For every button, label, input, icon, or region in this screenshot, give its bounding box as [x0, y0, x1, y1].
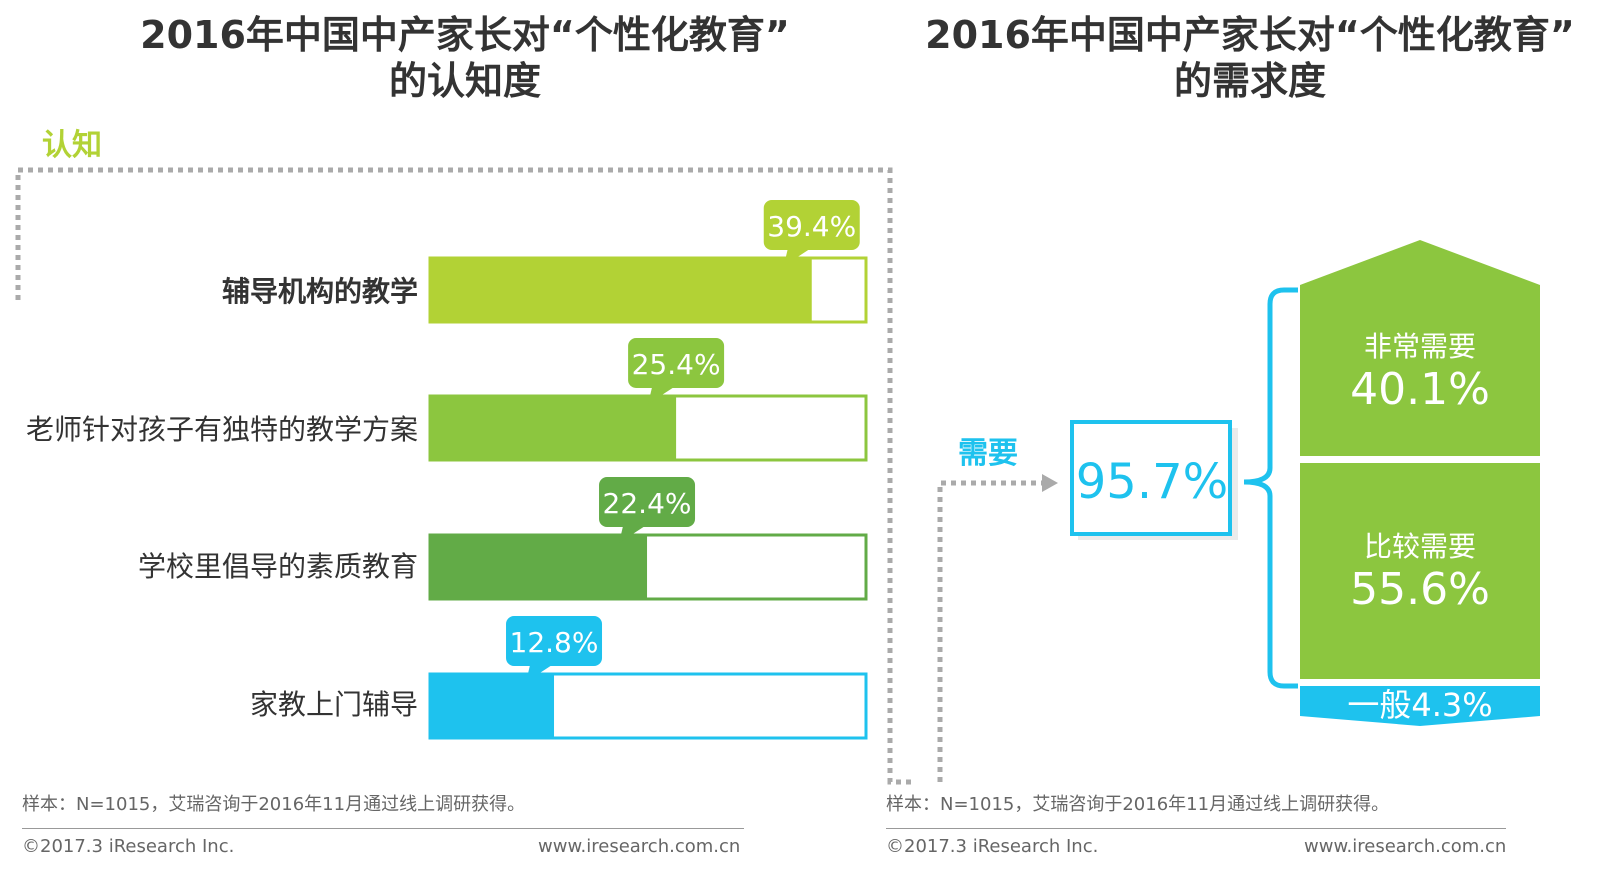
- value-callout-4: [506, 616, 603, 666]
- need-segment-fairly-needed: [1300, 463, 1540, 679]
- general-value: 4.3%: [1411, 686, 1492, 724]
- need-dotted-connector: [937, 480, 1045, 782]
- left-copyright: ©2017.3 iResearch Inc.: [22, 836, 235, 857]
- very-needed-value: 40.1%: [1350, 364, 1490, 415]
- need-total-box: [1070, 420, 1232, 536]
- value-callout-2: [628, 338, 725, 388]
- right-chart-title: 2016年中国中产家长对“个性化教育” 的需求度: [900, 12, 1600, 104]
- bar-label-1: 辅导机构的教学: [221, 275, 418, 308]
- need-section-label: 需要: [958, 436, 1018, 471]
- connector-arrow-head: [1042, 474, 1058, 492]
- need-brace: [1243, 287, 1298, 689]
- right-sample-note: 样本：N=1015，艾瑞咨询于2016年11月通过线上调研获得。: [886, 794, 1390, 815]
- value-label-3: 22.4%: [603, 487, 692, 520]
- left-website: www.iresearch.com.cn: [538, 836, 741, 857]
- value-label-1: 39.4%: [767, 210, 856, 243]
- right-title-line1: 2016年中国中产家长对“个性化教育”: [925, 13, 1575, 57]
- bar-2: [430, 396, 677, 460]
- bar-4: [430, 674, 555, 738]
- left-chart-title: 2016年中国中产家长对“个性化教育” 的认知度: [60, 12, 870, 104]
- bar-label-3: 学校里倡导的素质教育: [137, 550, 418, 583]
- left-title-line1: 2016年中国中产家长对“个性化教育”: [140, 13, 790, 57]
- general-category: 一般: [1347, 686, 1411, 724]
- value-label-4: 12.8%: [510, 626, 599, 659]
- cognition-bars: 39.4% 25.4% 22.4% 12.8%: [428, 200, 868, 740]
- cognition-section-label: 认知: [42, 128, 102, 163]
- fairly-needed-label: 比较需要: [1364, 530, 1476, 563]
- left-footer-divider: [22, 828, 744, 829]
- value-callout-1: [763, 200, 860, 250]
- cognition-dotted-border: [15, 167, 915, 785]
- right-website: www.iresearch.com.cn: [1304, 836, 1507, 857]
- value-callout-tail-1: [783, 249, 810, 266]
- right-title-line2: 的需求度: [1173, 59, 1326, 103]
- bar-label-2: 老师针对孩子有独特的教学方案: [25, 413, 418, 446]
- bar-label-4: 家教上门辅导: [249, 688, 418, 721]
- right-copyright: ©2017.3 iResearch Inc.: [886, 836, 1099, 857]
- value-callout-3: [599, 477, 696, 527]
- bar-3: [430, 535, 648, 599]
- general-label: 一般4.3%: [1347, 686, 1492, 724]
- very-needed-label: 非常需要: [1364, 330, 1476, 363]
- left-title-line2: 的认知度: [388, 59, 541, 103]
- need-total-value: 95.7%: [1076, 454, 1228, 510]
- value-callout-tail-3: [619, 526, 646, 543]
- left-sample-note: 样本：N=1015，艾瑞咨询于2016年11月通过线上调研获得。: [22, 794, 526, 815]
- value-callout-tail-4: [526, 665, 553, 682]
- value-callout-tail-2: [648, 387, 675, 404]
- right-footer-divider: [886, 828, 1506, 829]
- need-segment-general: [1300, 686, 1540, 726]
- fairly-needed-value: 55.6%: [1350, 564, 1490, 615]
- bar-1: [430, 258, 812, 322]
- need-segment-very-needed: [1300, 240, 1540, 456]
- value-label-2: 25.4%: [632, 348, 721, 381]
